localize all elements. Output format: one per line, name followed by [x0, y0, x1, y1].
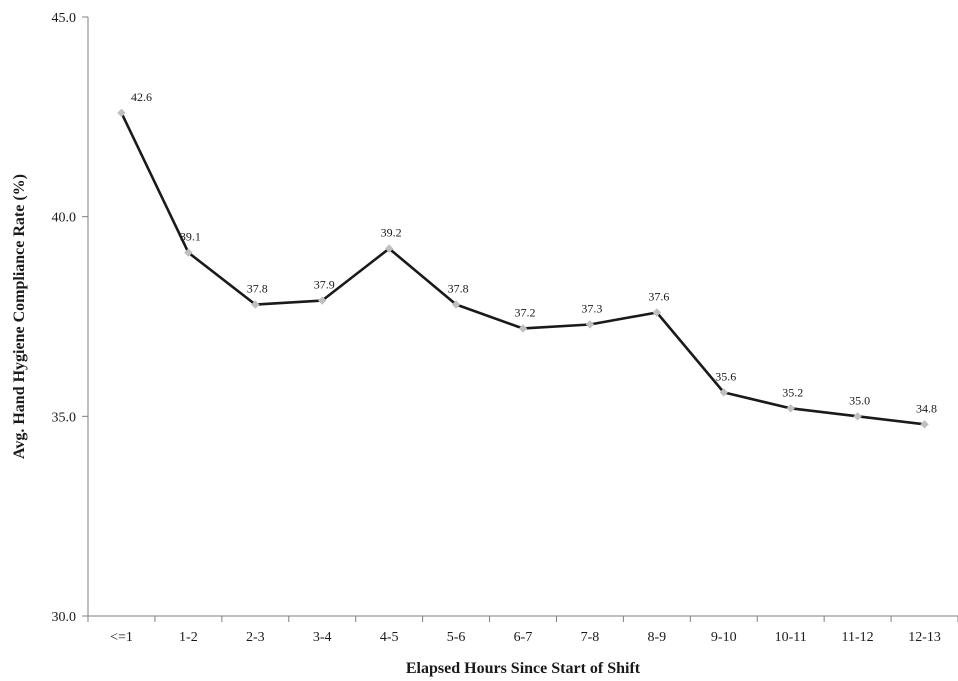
x-tick-label: <=1 [110, 630, 133, 645]
y-axis-title: Avg. Hand Hygiene Compliance Rate (%) [11, 174, 28, 459]
data-label: 34.8 [916, 401, 937, 415]
data-point-marker [786, 404, 795, 413]
data-label: 35.0 [849, 393, 870, 407]
y-ticks: 30.0 35.0 40.0 45.0 [52, 11, 88, 625]
data-label: 37.9 [314, 278, 335, 292]
x-axis-title: Elapsed Hours Since Start of Shift [406, 660, 641, 677]
data-label: 39.1 [180, 230, 201, 244]
y-tick-label: 30.0 [52, 610, 77, 625]
data-label: 37.3 [581, 301, 602, 315]
data-point-marker [451, 300, 461, 309]
y-tick-label: 40.0 [52, 211, 77, 226]
y-tick-label: 45.0 [52, 11, 77, 26]
data-label: 37.8 [448, 282, 469, 296]
data-point-marker [384, 244, 394, 253]
data-label: 35.6 [715, 369, 736, 383]
x-tick-label: 12-13 [908, 630, 941, 645]
x-tick-label: 11-12 [842, 630, 874, 645]
data-point-marker [518, 324, 528, 333]
data-label: 37.8 [247, 282, 268, 296]
data-label: 37.6 [648, 290, 669, 304]
x-tick-label: 4-5 [380, 630, 399, 645]
data-point-marker [853, 412, 862, 421]
data-point-marker [318, 296, 327, 305]
x-tick-label: 5-6 [447, 630, 466, 645]
data-point-marker [184, 248, 193, 257]
x-tick-label: 8-9 [648, 630, 667, 645]
y-tick-label: 35.0 [52, 410, 77, 425]
data-points [117, 108, 929, 429]
x-tick-label: 10-11 [775, 630, 807, 645]
x-tick-label: 2-3 [246, 630, 265, 645]
data-label: 37.2 [515, 305, 536, 319]
x-tick-label: 1-2 [179, 630, 198, 645]
data-label: 42.6 [131, 90, 152, 104]
data-point-marker [251, 300, 260, 309]
data-label: 35.2 [782, 385, 803, 399]
data-labels: 42.6 39.1 37.8 37.9 39.2 37.8 37.2 37.3 37.6 35.6… [131, 90, 937, 415]
data-point-marker [719, 388, 728, 397]
x-tick-label: 3-4 [313, 630, 332, 645]
x-tick-label: 6-7 [514, 630, 533, 645]
data-point-marker [585, 320, 595, 329]
data-label: 39.2 [381, 226, 402, 240]
data-point-marker [117, 108, 126, 118]
data-point-marker [920, 420, 929, 429]
x-ticks: <=1 1-2 2-3 3-4 4-5 5-6 6-7 7-8 8-9 9-10 10-11 11-1… [87, 616, 958, 645]
data-point-marker [652, 308, 662, 317]
x-tick-label: 7-8 [581, 630, 600, 645]
x-tick-label: 9-10 [711, 630, 737, 645]
series-line [120, 112, 925, 426]
